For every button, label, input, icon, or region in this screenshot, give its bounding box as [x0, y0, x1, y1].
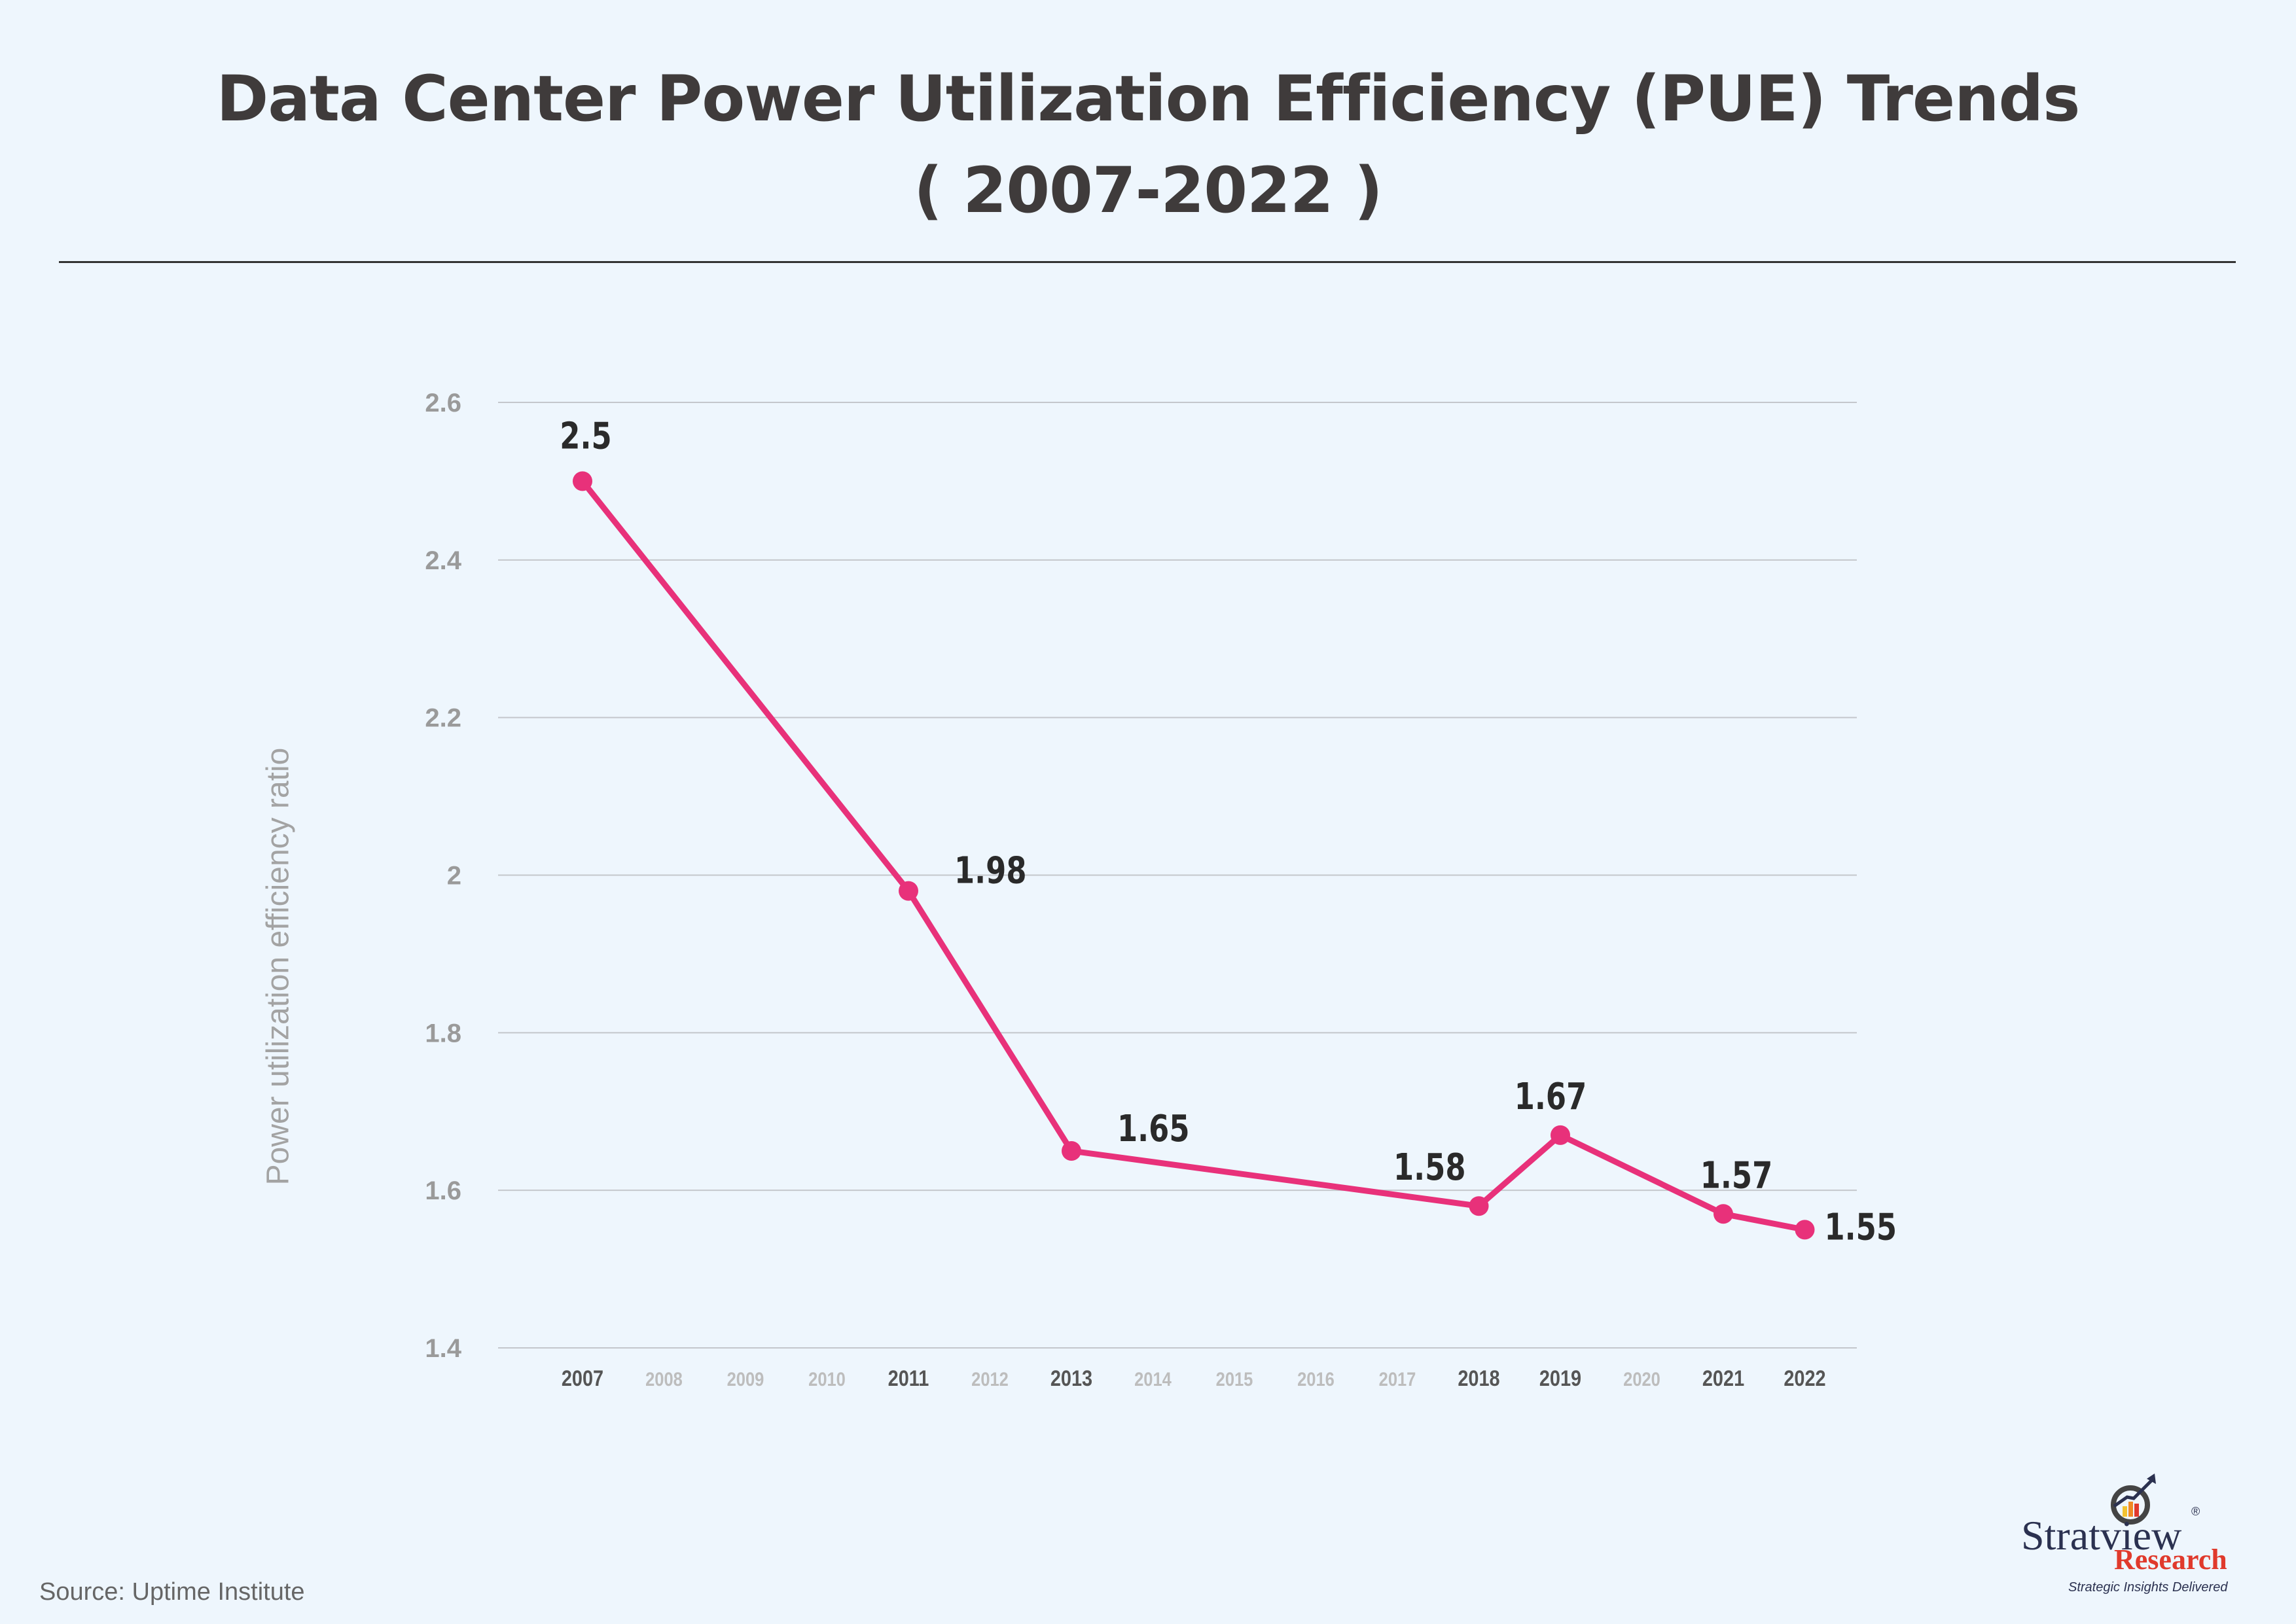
data-point: [1551, 1125, 1570, 1145]
y-tick-label: 1.8: [425, 1019, 461, 1048]
magnifier-chart-icon: [2111, 1474, 2156, 1525]
registered-mark: ®: [2191, 1505, 2200, 1518]
data-point: [1795, 1220, 1815, 1240]
data-point: [1713, 1204, 1733, 1224]
data-label: 2.5: [560, 415, 611, 457]
x-tick-label: 2022: [1784, 1366, 1825, 1391]
x-tick-label: 2010: [808, 1368, 846, 1390]
data-label: 1.58: [1393, 1146, 1466, 1188]
data-label: 1.98: [954, 849, 1027, 892]
data-line: [580, 479, 1806, 1233]
x-tick-label: 2016: [1297, 1368, 1335, 1390]
logo-tagline: Strategic Insights Delivered: [2068, 1580, 2228, 1595]
stratview-logo: Stratview ® Research Strategic Insights …: [2016, 1466, 2278, 1597]
data-label: 1.67: [1515, 1075, 1587, 1118]
y-tick-label: 1.4: [425, 1334, 461, 1363]
title-divider: [59, 261, 2236, 263]
y-tick-label: 2.4: [425, 546, 461, 575]
x-tick-label: 2021: [1702, 1366, 1744, 1391]
x-tick-label: 2012: [971, 1368, 1009, 1390]
logo-subtext: Research: [2114, 1544, 2227, 1576]
data-label: 1.55: [1825, 1205, 1897, 1248]
x-tick-label: 2011: [888, 1366, 929, 1391]
data-point: [1062, 1140, 1081, 1161]
chart-subtitle: ( 2007-2022 ): [914, 154, 1383, 227]
data-label: 1.57: [1700, 1154, 1773, 1196]
x-tick-label: 2014: [1134, 1368, 1172, 1390]
chart-title: Data Center Power Utilization Efficiency…: [216, 62, 2081, 135]
x-tick-label: 2017: [1379, 1368, 1416, 1390]
y-tick-label: 2.6: [425, 389, 461, 417]
logo-text: Stratview: [2021, 1512, 2182, 1559]
y-tick-label: 2.2: [425, 704, 461, 733]
data-point: [899, 881, 918, 901]
x-tick-label: 2009: [727, 1368, 764, 1390]
y-axis-label: Power utilization efficiency ratio: [260, 747, 296, 1186]
data-label: 1.65: [1117, 1107, 1190, 1150]
x-tick-label: 2007: [562, 1366, 603, 1391]
data-point: [1469, 1196, 1489, 1216]
y-tick-label: 2: [447, 862, 461, 891]
x-tick-label: 2019: [1539, 1366, 1581, 1391]
x-tick-label: 2018: [1458, 1366, 1499, 1391]
y-tick-label: 1.6: [425, 1176, 461, 1205]
data-point: [573, 471, 592, 491]
source-note: Source: Uptime Institute: [39, 1578, 305, 1606]
x-tick-label: 2020: [1623, 1368, 1660, 1390]
x-tick-label: 2008: [645, 1368, 683, 1390]
x-tick-label: 2013: [1050, 1366, 1092, 1391]
x-tick-label: 2015: [1216, 1368, 1253, 1390]
